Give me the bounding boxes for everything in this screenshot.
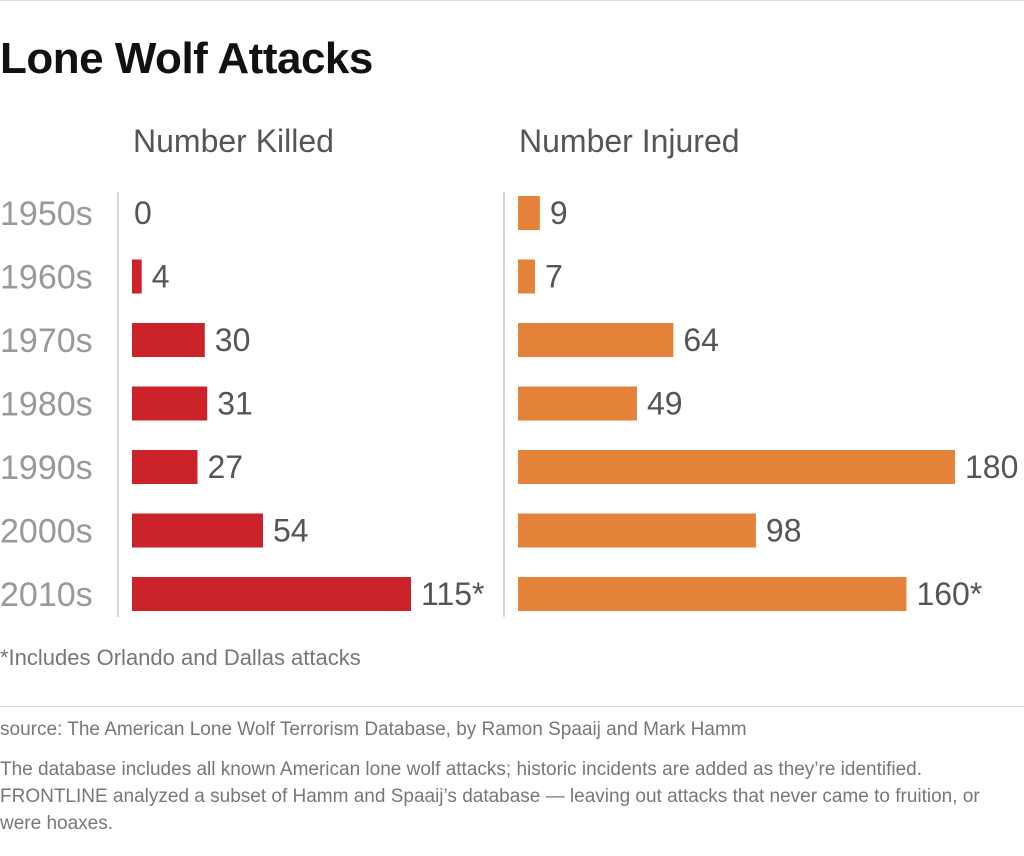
bar-killed-2000s [132, 513, 264, 548]
bar-killed-1960s [132, 259, 142, 294]
source-credit: source: The American Lone Wolf Terrorism… [0, 719, 747, 740]
value-label-killed-2000s: 54 [273, 513, 309, 549]
bar-killed-1980s [132, 386, 208, 421]
panel-title-injured: Number Injured [519, 123, 740, 159]
bar-charts: 1950s 1960s 1970s 1980s 1990s 2000s 2010s Numbe… [0, 123, 1018, 617]
chart-title: Lone Wolf Attacks [0, 34, 373, 83]
panel-title-killed: Number Killed [133, 123, 334, 159]
bar-injured-1960s [518, 259, 535, 294]
category-label-1980s: 1980s [0, 386, 93, 424]
category-label-1960s: 1960s [0, 259, 93, 297]
bar-killed-1970s [132, 323, 205, 357]
category-label-1990s: 1990s [0, 449, 93, 487]
category-label-2010s: 2010s [0, 576, 93, 614]
value-label-killed-1970s: 30 [215, 322, 251, 358]
value-label-injured-1980s: 49 [647, 386, 683, 422]
category-label-1950s: 1950s [0, 195, 93, 233]
value-label-killed-1990s: 27 [208, 449, 244, 485]
value-label-injured-1960s: 7 [545, 259, 563, 295]
value-label-killed-2010s: 115* [421, 576, 484, 612]
footnote: *Includes Orlando and Dallas attacks [0, 645, 361, 670]
source-divider [0, 706, 1024, 707]
value-label-killed-1980s: 31 [217, 386, 253, 422]
category-label-1970s: 1970s [0, 322, 93, 360]
value-label-injured-1970s: 64 [683, 322, 719, 358]
value-label-killed-1960s: 4 [152, 259, 170, 295]
category-label-2000s: 2000s [0, 513, 93, 551]
value-label-injured-2010s: 160* [916, 576, 982, 612]
value-label-injured-2000s: 98 [766, 513, 802, 549]
bar-injured-2010s [518, 577, 907, 611]
methodology-note: The database includes all known American… [0, 759, 980, 834]
value-label-injured-1990s: 180 [965, 449, 1018, 485]
bar-injured-1950s [518, 196, 540, 230]
bar-injured-1980s [518, 386, 637, 421]
bar-injured-2000s [518, 513, 756, 548]
bar-injured-1990s [518, 450, 955, 484]
value-label-injured-1950s: 9 [550, 195, 568, 231]
top-divider [0, 0, 1024, 1]
bar-killed-2010s [132, 577, 411, 611]
value-label-killed-1950s: 0 [134, 195, 152, 231]
bar-injured-1970s [518, 323, 674, 357]
bar-killed-1990s [132, 450, 198, 484]
